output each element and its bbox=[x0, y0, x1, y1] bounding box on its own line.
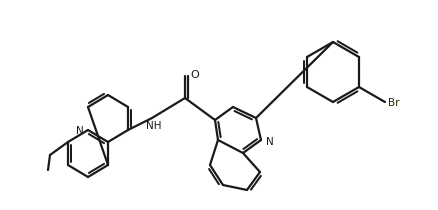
Text: NH: NH bbox=[146, 121, 162, 131]
Text: O: O bbox=[190, 70, 199, 80]
Text: N: N bbox=[76, 126, 84, 136]
Text: Br: Br bbox=[388, 98, 399, 108]
Text: N: N bbox=[266, 137, 274, 147]
